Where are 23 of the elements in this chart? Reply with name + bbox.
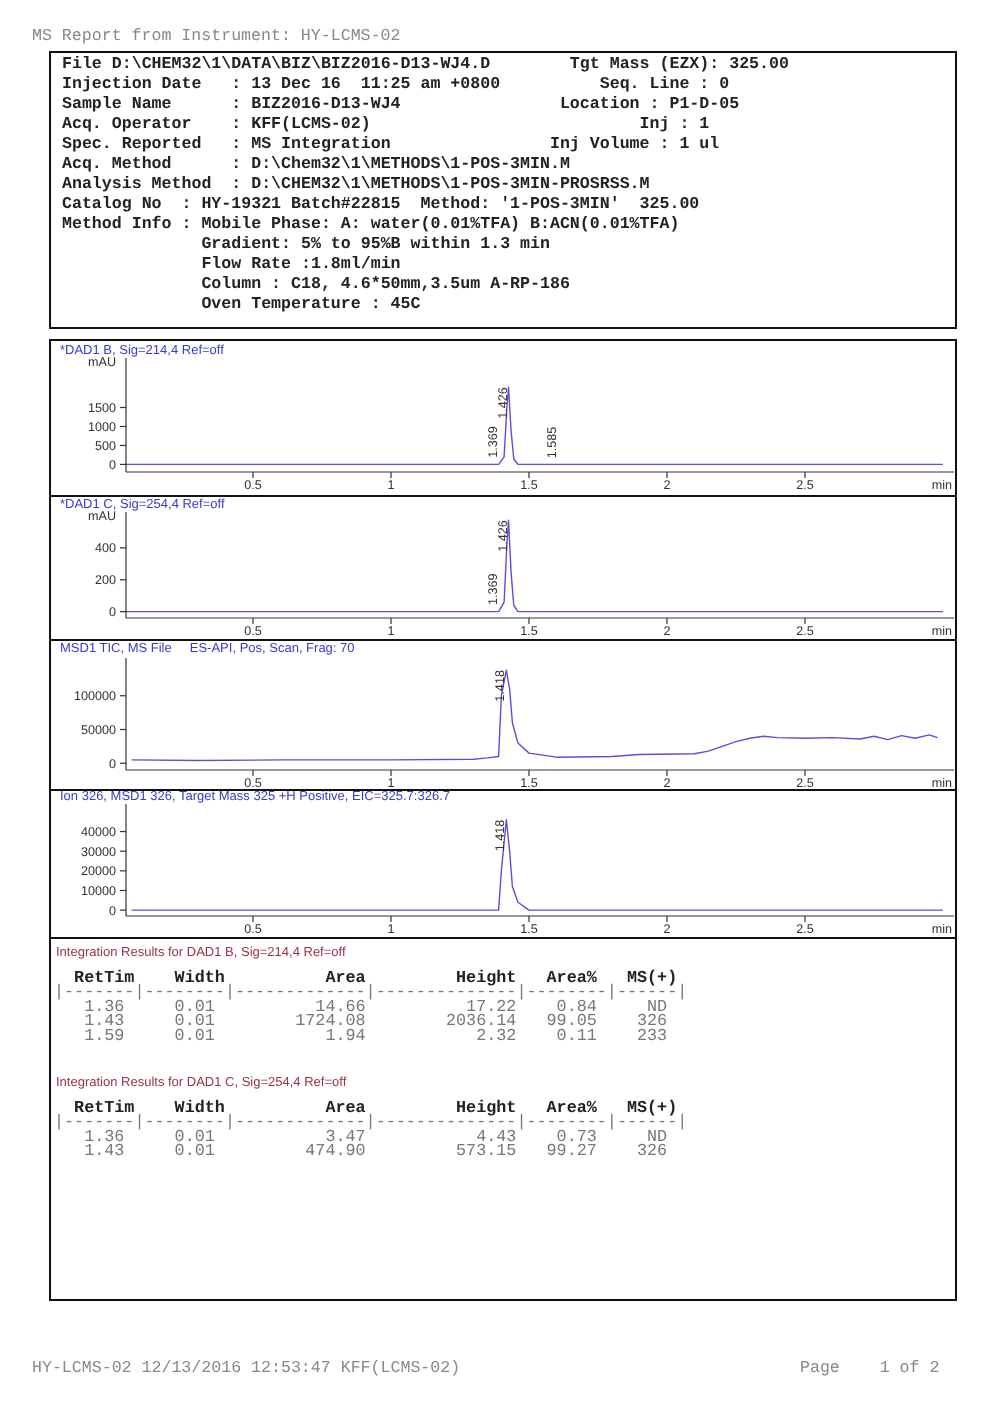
text: Oven Temperature : 45C <box>62 296 421 314</box>
text: HY-LCMS-02 12/13/2016 12:53:47 KFF(LCMS-02) <box>32 1358 461 1378</box>
text: Injection Date : 13 Dec 16 11:25 am +0800 Seq. Line : 0 <box>62 74 730 94</box>
text: Column : C18, 4.6*50mm,3.5um A-RP-186 <box>62 274 570 294</box>
line-series <box>130 819 944 911</box>
text: Analysis Method : D:\CHEM32\1\METHODS\1-POS-3MIN-PROSRSS.M <box>62 174 650 194</box>
text: Page 1 of 2 <box>800 1358 940 1378</box>
text: Spec. Reported : MS Integration Inj Volume : 1 ul <box>62 134 720 154</box>
text: Sample Name : BIZ2016-D13-WJ4 Location : P1-D-05 <box>62 94 740 114</box>
line-series <box>130 669 939 762</box>
text: Flow Rate :1.8ml/min <box>62 254 401 274</box>
text: Gradient: 5% to 95%B within 1.3 min <box>62 234 550 254</box>
text: |-------|--------|-------------|--------------|--------|------| <box>54 1112 688 1133</box>
text: Acq. Operator : KFF(LCMS-02) Inj : 1 <box>62 114 710 134</box>
text: Acq. Method : D:\Chem32\1\METHODS\1-POS-3MIN.M <box>62 154 570 174</box>
line-series <box>125 386 944 466</box>
text: File D:\CHEM32\1\DATA\BIZ\BIZ2016-D13-WJ4.D Tgt Mass (EZX): 325.00 <box>62 54 789 74</box>
line-series <box>125 519 944 613</box>
text: MS Report from Instrument: HY-LCMS-02 <box>32 26 401 46</box>
text: Catalog No : HY-19321 Batch#22815 Method: '1-POS-3MIN' 325.00 <box>62 194 700 214</box>
text: Method Info : Mobile Phase: A: water(0.01%TFA) B:ACN(0.01%TFA) <box>62 214 680 234</box>
text: |-------|--------|-------------|--------------|--------|------| <box>54 982 688 1003</box>
text: 1.43 0.01 474.90 573.15 99.27 326 <box>54 1141 668 1162</box>
